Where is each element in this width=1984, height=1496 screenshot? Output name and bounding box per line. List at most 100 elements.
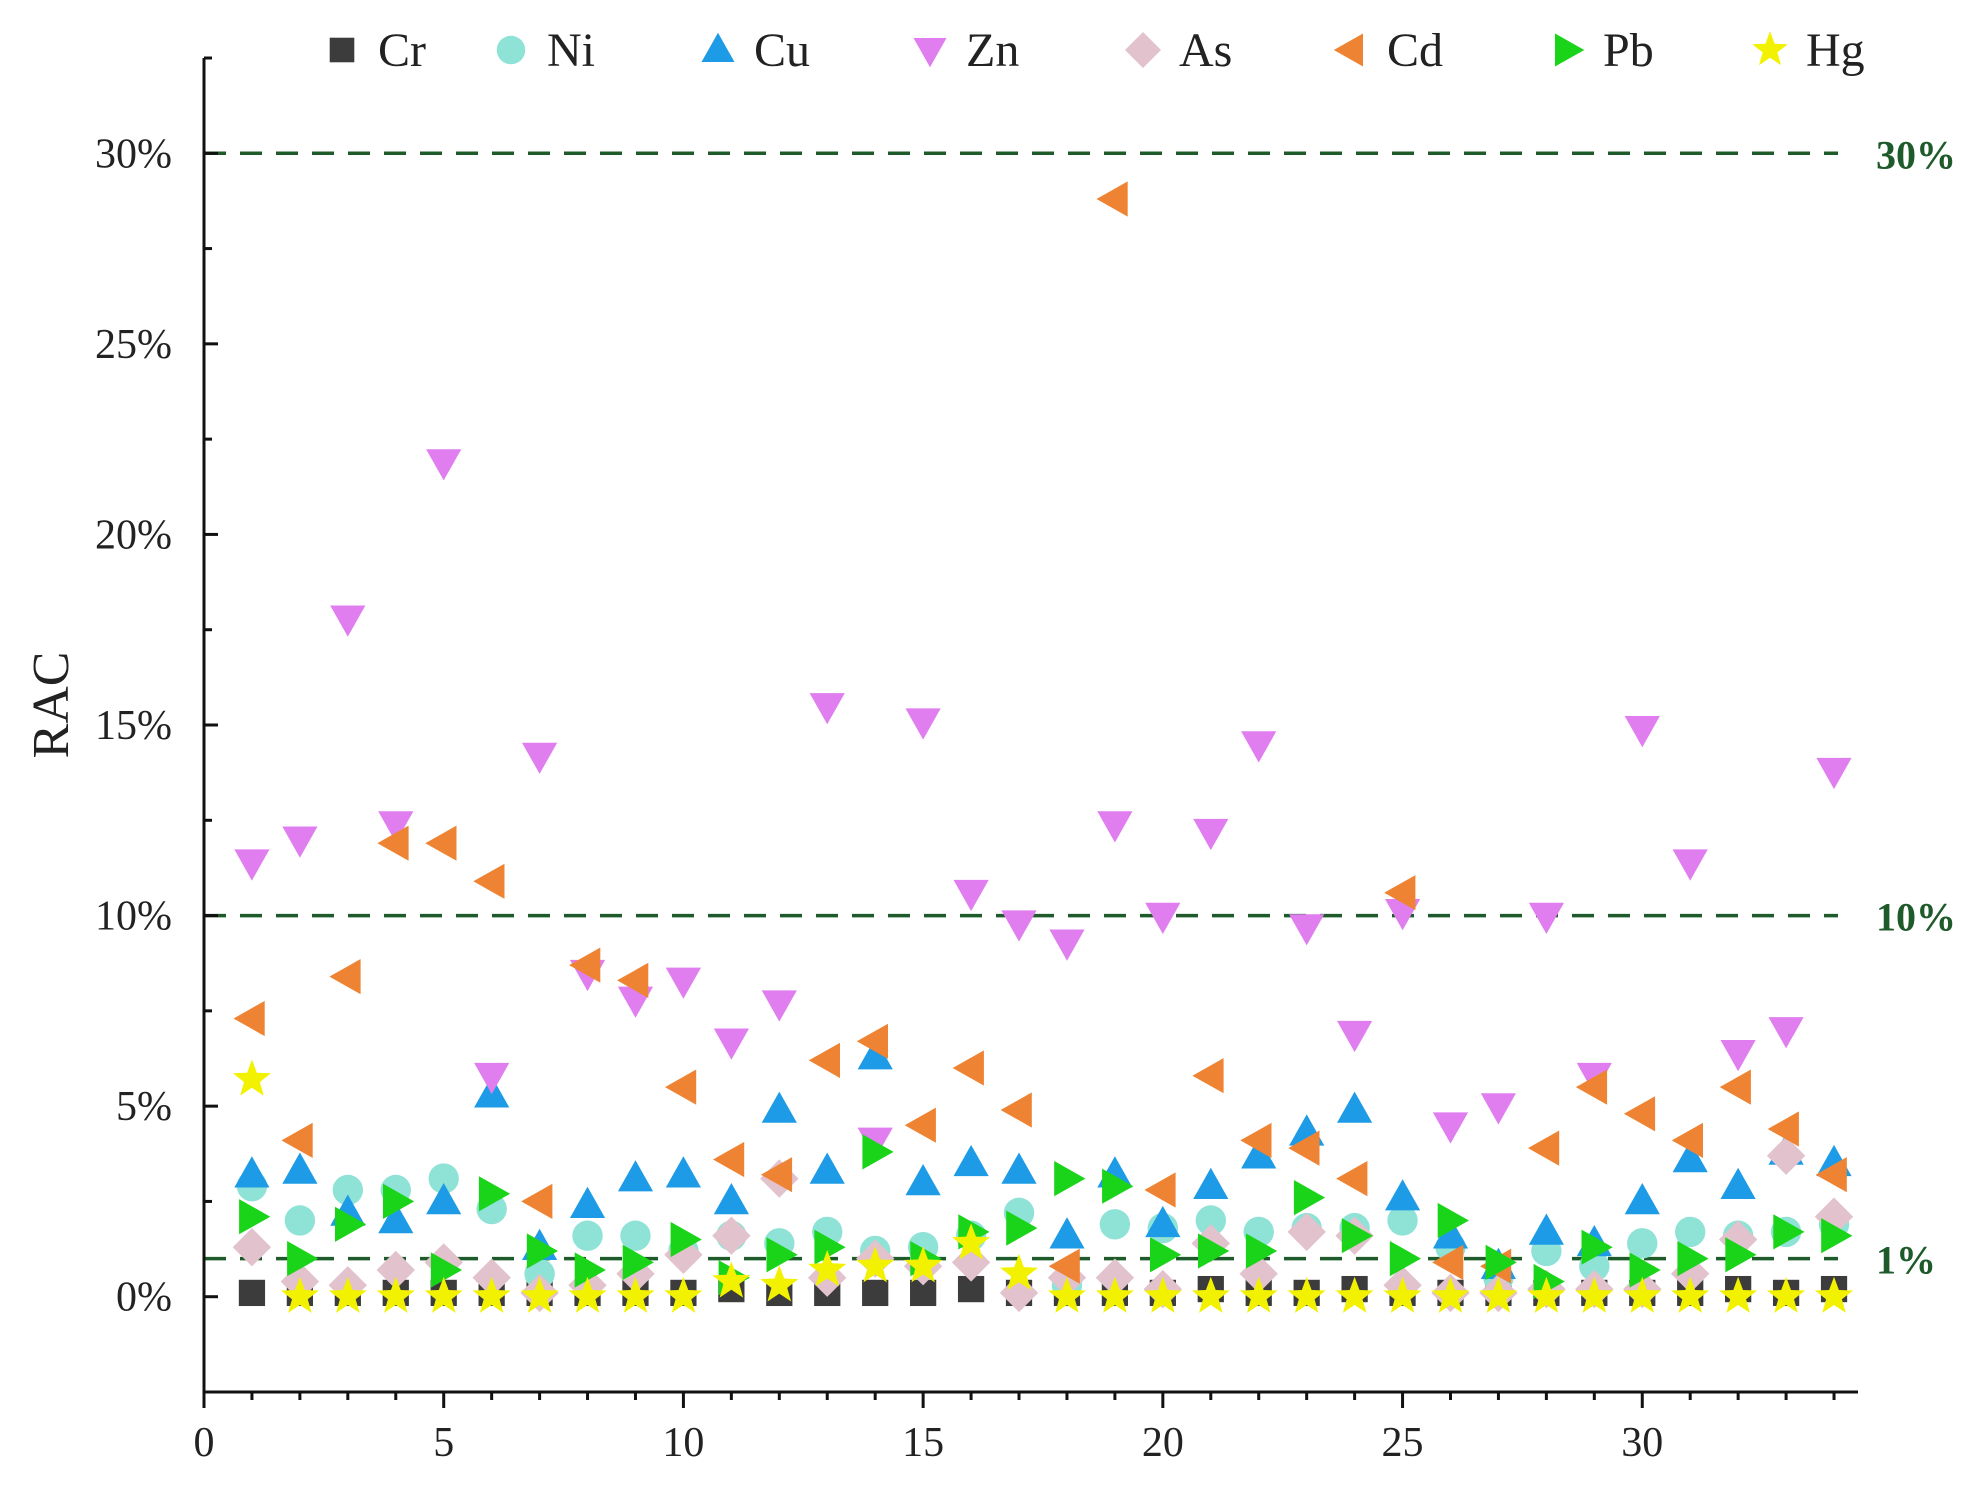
point-cd <box>617 962 649 998</box>
point-zn <box>282 826 318 858</box>
point-cd <box>1623 1096 1656 1132</box>
point-ni <box>1195 1205 1226 1236</box>
point-zn <box>1337 1020 1373 1053</box>
y-tick-label: 20% <box>95 512 172 558</box>
point-hg <box>856 1246 895 1283</box>
point-hg <box>760 1265 799 1302</box>
point-as <box>1671 1254 1710 1293</box>
point-hg <box>1575 1276 1614 1313</box>
y-tick-label: 0% <box>116 1275 172 1321</box>
point-as <box>1766 1136 1806 1175</box>
point-as <box>664 1235 703 1274</box>
point-cu <box>1624 1183 1660 1215</box>
point-pb <box>1485 1244 1517 1280</box>
point-cd <box>1000 1092 1032 1128</box>
legend-label-ni: Ni <box>547 24 595 77</box>
point-cu <box>282 1152 318 1184</box>
point-cd <box>1192 1058 1224 1094</box>
point-pb <box>1198 1233 1230 1269</box>
point-ni <box>620 1220 651 1251</box>
point-pb <box>622 1244 654 1280</box>
threshold-label: 10% <box>1876 895 1956 940</box>
point-cd <box>1048 1248 1080 1284</box>
point-cu <box>713 1183 749 1215</box>
legend-item-cd: Cd <box>1333 24 1443 77</box>
axes: 0% 5% 10% 15% 20% 25% 30% 0 5 10 15 20 25 30 <box>95 56 1858 1466</box>
point-as <box>1239 1254 1278 1293</box>
legend-item-as: As <box>1125 24 1232 77</box>
point-cd <box>904 1107 936 1143</box>
point-zn <box>1145 902 1181 934</box>
x-tick-label: 30 <box>1621 1420 1663 1466</box>
point-zn <box>905 708 941 740</box>
point-hg <box>616 1276 655 1313</box>
point-hg <box>808 1250 847 1287</box>
point-pb <box>1054 1161 1086 1197</box>
point-cd <box>281 1122 313 1158</box>
point-pb <box>862 1134 894 1170</box>
legend-marker-as <box>1125 32 1161 68</box>
legend-marker-pb <box>1555 33 1585 67</box>
point-cu <box>1385 1179 1421 1211</box>
point-cd <box>233 1000 265 1037</box>
point-cd <box>1719 1069 1751 1105</box>
point-cu <box>1049 1217 1085 1249</box>
x-tick-label: 15 <box>902 1420 944 1466</box>
x-tick-label: 5 <box>433 1420 454 1466</box>
point-hg <box>1623 1276 1662 1313</box>
point-zn <box>426 449 462 481</box>
point-cu <box>378 1202 414 1234</box>
point-as <box>999 1273 1039 1313</box>
point-zn <box>474 1062 510 1095</box>
point-as <box>376 1250 415 1290</box>
point-hg <box>328 1276 367 1313</box>
point-cd <box>1240 1122 1272 1158</box>
point-cr <box>238 1279 266 1307</box>
point-cd <box>1144 1172 1176 1208</box>
point-pb <box>239 1199 271 1235</box>
point-hg <box>1383 1276 1422 1313</box>
point-hg <box>1431 1276 1470 1313</box>
point-pb <box>1581 1229 1613 1265</box>
point-pb <box>574 1252 606 1288</box>
point-cu <box>857 1038 893 1070</box>
point-cd <box>1432 1244 1464 1280</box>
point-hg <box>664 1276 703 1313</box>
point-cu <box>1145 1205 1181 1238</box>
point-zn <box>761 990 797 1022</box>
y-axis-label: RAC <box>23 652 80 759</box>
point-ni <box>332 1174 364 1206</box>
point-hg <box>280 1276 319 1313</box>
point-cd <box>760 1157 793 1193</box>
legend-marker-hg <box>1752 31 1788 66</box>
series-hg <box>232 1059 1854 1313</box>
legend-label-pb: Pb <box>1603 24 1654 77</box>
point-pb <box>1341 1218 1373 1254</box>
point-zn <box>1720 1040 1756 1072</box>
point-zn <box>1816 757 1852 790</box>
point-hg <box>1719 1276 1758 1313</box>
point-zn <box>1768 1017 1804 1049</box>
x-tick-label: 10 <box>662 1420 704 1466</box>
point-cd <box>1096 181 1128 217</box>
legend-label-hg: Hg <box>1806 24 1865 77</box>
point-pb <box>1293 1180 1326 1216</box>
point-zn <box>1001 910 1037 942</box>
threshold-label: 30% <box>1876 132 1956 177</box>
point-cd <box>425 825 457 861</box>
y-tick-label: 25% <box>95 322 172 368</box>
point-cd <box>473 863 505 899</box>
y-tick-label: 15% <box>95 703 172 749</box>
point-cd <box>1384 875 1416 911</box>
point-hg <box>952 1223 991 1260</box>
legend-item-cr: Cr <box>329 24 426 77</box>
point-as <box>616 1254 655 1293</box>
point-ni <box>572 1220 603 1251</box>
point-hg <box>1143 1276 1182 1313</box>
point-hg <box>1287 1276 1326 1313</box>
point-pb <box>383 1183 415 1219</box>
point-ni <box>428 1163 459 1194</box>
legend-marker-cr <box>329 37 355 63</box>
point-cu <box>953 1144 989 1177</box>
point-hg <box>1191 1276 1230 1313</box>
